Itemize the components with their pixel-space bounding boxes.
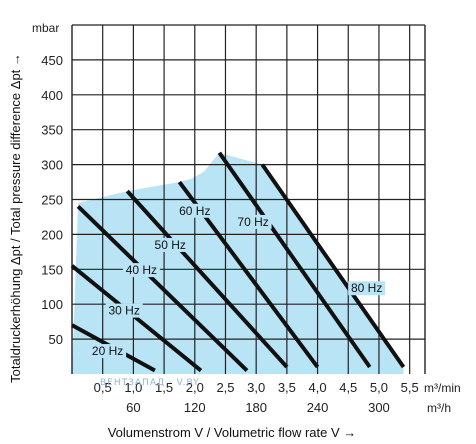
curve-label-layer: 20 Hz 30 Hz 40 Hz 50 Hz 60 Hz 70 Hz 80 Hz (89, 203, 386, 359)
x-tick-label-primary: 0,5 (94, 380, 112, 395)
x-axis-label: Volumenstrom V / Volumetric flow rate V … (108, 425, 357, 440)
tick-layer: 50 100 150 200 250 300 350 400 450 0,5 1,0 1,5 2,0 2,… (41, 53, 418, 415)
series-line-3 (76, 205, 249, 372)
x-tick-label-secondary: 300 (368, 400, 390, 415)
curve-label-3: 40 Hz (126, 263, 157, 277)
x-tick-label-secondary: 60 (126, 400, 140, 415)
series-layer (70, 151, 406, 373)
curve-label-7: 80 Hz (351, 281, 382, 295)
x-unit-primary-label: m³/min (424, 381, 461, 395)
curve-label-bg (122, 263, 160, 278)
curve-label-bg (151, 237, 189, 252)
watermark: ВЕНТЗАПАД · V.BY (100, 378, 200, 388)
curve-label-6: 70 Hz (237, 215, 268, 229)
x-tick-label-secondary: 240 (307, 400, 329, 415)
x-tick-label-primary: 4,5 (339, 380, 357, 395)
y-tick-label: 400 (41, 88, 63, 103)
curve-label-bg (105, 303, 143, 318)
curve-label-2: 30 Hz (109, 304, 140, 318)
y-tick-label: 250 (41, 193, 63, 208)
y-tick-label: 300 (41, 158, 63, 173)
y-tick-label: 200 (41, 227, 63, 242)
series-line-2 (70, 264, 203, 373)
series-line-6 (217, 151, 372, 369)
curve-label-bg (176, 203, 214, 218)
y-tick-label: 100 (41, 297, 63, 312)
x-tick-label-primary: 2,0 (186, 380, 204, 395)
x-tick-label-primary: 1,5 (155, 380, 173, 395)
x-tick-label-primary: 4,0 (309, 380, 327, 395)
curve-label-bg (348, 281, 386, 296)
curve-label-bg (89, 344, 127, 359)
y-tick-label: 450 (41, 53, 63, 68)
x-tick-label-primary: 3,0 (247, 380, 265, 395)
grid-layer (71, 24, 426, 374)
y-tick-label: 150 (41, 262, 63, 277)
x-tick-label-primary: 5,5 (401, 380, 419, 395)
x-tick-label-secondary: 120 (184, 400, 206, 415)
y-tick-label: 50 (49, 332, 63, 347)
y-tick-label: 350 (41, 123, 63, 138)
curve-label-4: 50 Hz (155, 238, 186, 252)
x-tick-label-primary: 1,0 (124, 380, 142, 395)
series-line-7 (260, 163, 406, 369)
curve-label-5: 60 Hz (179, 204, 210, 218)
x-tick-label-primary: 3,5 (278, 380, 296, 395)
x-tick-label-secondary: 180 (245, 400, 267, 415)
curve-label-bg (234, 214, 272, 229)
x-unit-secondary-label: m³/h (427, 401, 451, 415)
curve-label-1: 20 Hz (92, 344, 123, 358)
x-tick-label-primary: 2,5 (216, 380, 234, 395)
series-line-4 (125, 189, 289, 369)
y-unit-label: mbar (32, 21, 59, 35)
x-tick-label-primary: 5,0 (370, 380, 388, 395)
y-axis-label: Totaldruckerhöhung Δpt / Total pressure … (8, 53, 23, 383)
